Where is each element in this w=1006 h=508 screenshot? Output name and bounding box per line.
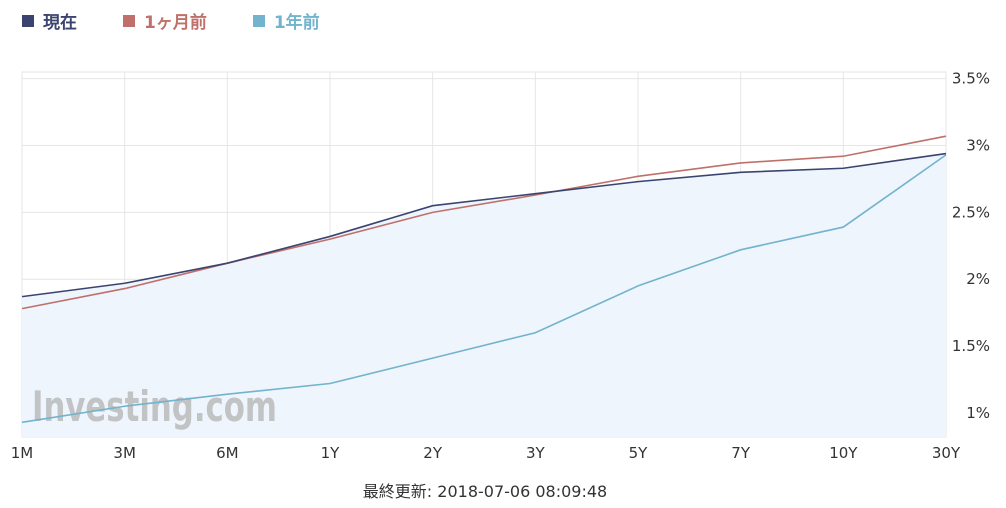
y-tick-label: 3% <box>966 137 990 155</box>
legend-swatch-1month <box>123 14 135 27</box>
legend-swatch-1year <box>252 14 265 27</box>
y-tick-label: 2.5% <box>952 203 990 221</box>
y-tick-label: 3.5% <box>952 70 990 88</box>
x-tick-label: 7Y <box>731 444 751 462</box>
yield-curve-chart: Investing.com 1M 3M 6M 1Y 2Y 3Y 5Y 7Y 10Y 30Y 1%1… <box>11 70 990 462</box>
series-line-0 <box>21 152 947 298</box>
y-axis: 1% 1.5% 2% 2.5% 3% 3.5% <box>952 70 990 422</box>
x-tick-label: 6M <box>216 444 239 462</box>
series-line-1 <box>21 135 947 310</box>
x-tick-label: 3Y <box>526 444 546 462</box>
chart-series <box>21 135 947 424</box>
y-tick-label: 1.5% <box>952 337 990 355</box>
chart-legend: 現在 1ヶ月前 1年前 <box>22 8 320 33</box>
legend-swatch-current <box>22 14 34 27</box>
x-tick-label: 10Y <box>829 444 858 462</box>
series-area-0 <box>22 153 946 438</box>
legend-item-current[interactable]: 現在 <box>22 8 77 33</box>
x-tick-label: 2Y <box>423 444 443 462</box>
last-updated: 最終更新: 2018-07-06 08:09:48 <box>0 478 970 502</box>
x-tick-label: 1M <box>11 444 34 462</box>
x-axis: 1M 3M 6M 1Y 2Y 3Y 5Y 7Y 10Y 30Y <box>11 444 961 462</box>
legend-item-1month[interactable]: 1ヶ月前 <box>123 8 207 33</box>
x-tick-label: 1Y <box>321 444 341 462</box>
last-updated-label: 最終更新: <box>362 482 433 501</box>
x-tick-label: 5Y <box>629 444 649 462</box>
watermark-layer: Investing.com <box>32 382 277 431</box>
x-tick-label: 3M <box>113 444 136 462</box>
legend-label-1year: 1年前 <box>273 13 320 33</box>
y-tick-label: 2% <box>966 270 990 288</box>
series-line-2 <box>21 154 947 424</box>
y-tick-label: 1% <box>966 404 990 422</box>
x-tick-label: 30Y <box>932 444 961 462</box>
investing-watermark: Investing.com <box>32 382 277 431</box>
legend-label-current: 現在 <box>43 13 77 33</box>
legend-label-1month: 1ヶ月前 <box>144 13 207 33</box>
legend-item-1year[interactable]: 1年前 <box>252 8 320 33</box>
chart-area-fill <box>22 153 946 438</box>
last-updated-value: 2018-07-06 08:09:48 <box>437 482 608 501</box>
